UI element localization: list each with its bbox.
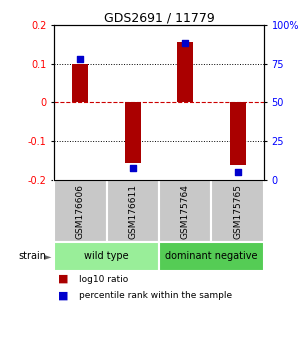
Point xyxy=(235,170,240,175)
Text: GSM176611: GSM176611 xyxy=(128,184,137,239)
Title: GDS2691 / 11779: GDS2691 / 11779 xyxy=(103,12,214,25)
Point xyxy=(130,165,135,171)
Bar xyxy=(212,180,264,242)
Text: strain: strain xyxy=(18,251,46,261)
Bar xyxy=(230,102,246,165)
Text: ►: ► xyxy=(44,251,51,261)
Bar xyxy=(177,42,193,102)
Bar xyxy=(54,242,159,270)
Text: dominant negative: dominant negative xyxy=(165,251,258,261)
Text: ■: ■ xyxy=(58,291,69,301)
Text: GSM176606: GSM176606 xyxy=(76,184,85,239)
Bar xyxy=(106,180,159,242)
Text: log10 ratio: log10 ratio xyxy=(79,274,128,284)
Bar xyxy=(125,102,141,163)
Bar xyxy=(72,64,88,102)
Text: ■: ■ xyxy=(58,274,69,284)
Bar xyxy=(54,180,106,242)
Text: GSM175765: GSM175765 xyxy=(233,184,242,239)
Text: percentile rank within the sample: percentile rank within the sample xyxy=(79,291,232,301)
Point xyxy=(183,41,188,46)
Text: wild type: wild type xyxy=(84,251,129,261)
Text: GSM175764: GSM175764 xyxy=(181,184,190,239)
Point xyxy=(78,56,83,62)
Bar xyxy=(159,242,264,270)
Bar xyxy=(159,180,211,242)
